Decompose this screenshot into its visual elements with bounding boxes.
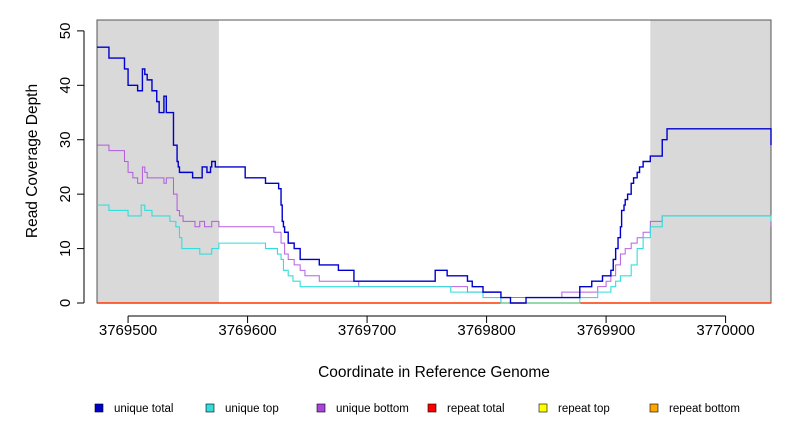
series-line-unique-top bbox=[97, 204, 772, 304]
legend-label: unique bottom bbox=[336, 403, 409, 415]
legend-swatch bbox=[205, 403, 215, 413]
legend: unique total unique top unique bottom repea… bbox=[94, 403, 740, 415]
legend-label: unique total bbox=[114, 403, 173, 415]
legend-label: repeat bottom bbox=[669, 403, 740, 415]
y-tick-label: 0 bbox=[57, 299, 74, 307]
x-tick-label: 3769800 bbox=[457, 322, 515, 339]
y-tick-label: 20 bbox=[57, 186, 74, 203]
legend-swatch bbox=[94, 403, 104, 413]
legend-swatch bbox=[538, 403, 548, 413]
series-line-unique-bottom bbox=[97, 144, 772, 304]
x-tick-label: 3770000 bbox=[696, 322, 754, 339]
x-tick-label: 3769700 bbox=[338, 322, 396, 339]
y-tick-label: 30 bbox=[57, 131, 74, 148]
series-layer bbox=[97, 46, 772, 304]
x-tick-label: 3769600 bbox=[218, 322, 276, 339]
x-tick-label: 3769900 bbox=[577, 322, 635, 339]
legend-swatch bbox=[427, 403, 437, 413]
legend-swatch bbox=[316, 403, 326, 413]
x-axis: 3769500 3769600 3769700 3769800 3769900 37700… bbox=[99, 315, 755, 339]
y-tick-label: 40 bbox=[57, 77, 74, 94]
legend-swatch bbox=[649, 403, 659, 413]
y-axis: 0 10 20 30 40 50 bbox=[57, 23, 85, 307]
series-line-unique-total bbox=[97, 46, 772, 304]
shaded-region-1 bbox=[650, 20, 771, 303]
y-tick-label: 10 bbox=[57, 240, 74, 257]
x-axis-label: Coordinate in Reference Genome bbox=[318, 364, 550, 381]
legend-label: unique top bbox=[225, 403, 279, 415]
shaded-regions bbox=[97, 20, 771, 303]
y-tick-label: 50 bbox=[57, 23, 74, 40]
legend-label: repeat top bbox=[558, 403, 610, 415]
x-tick-label: 3769500 bbox=[99, 322, 157, 339]
shaded-region-0 bbox=[97, 20, 219, 303]
legend-label: repeat total bbox=[447, 403, 505, 415]
y-axis-label: Read Coverage Depth bbox=[24, 84, 41, 238]
